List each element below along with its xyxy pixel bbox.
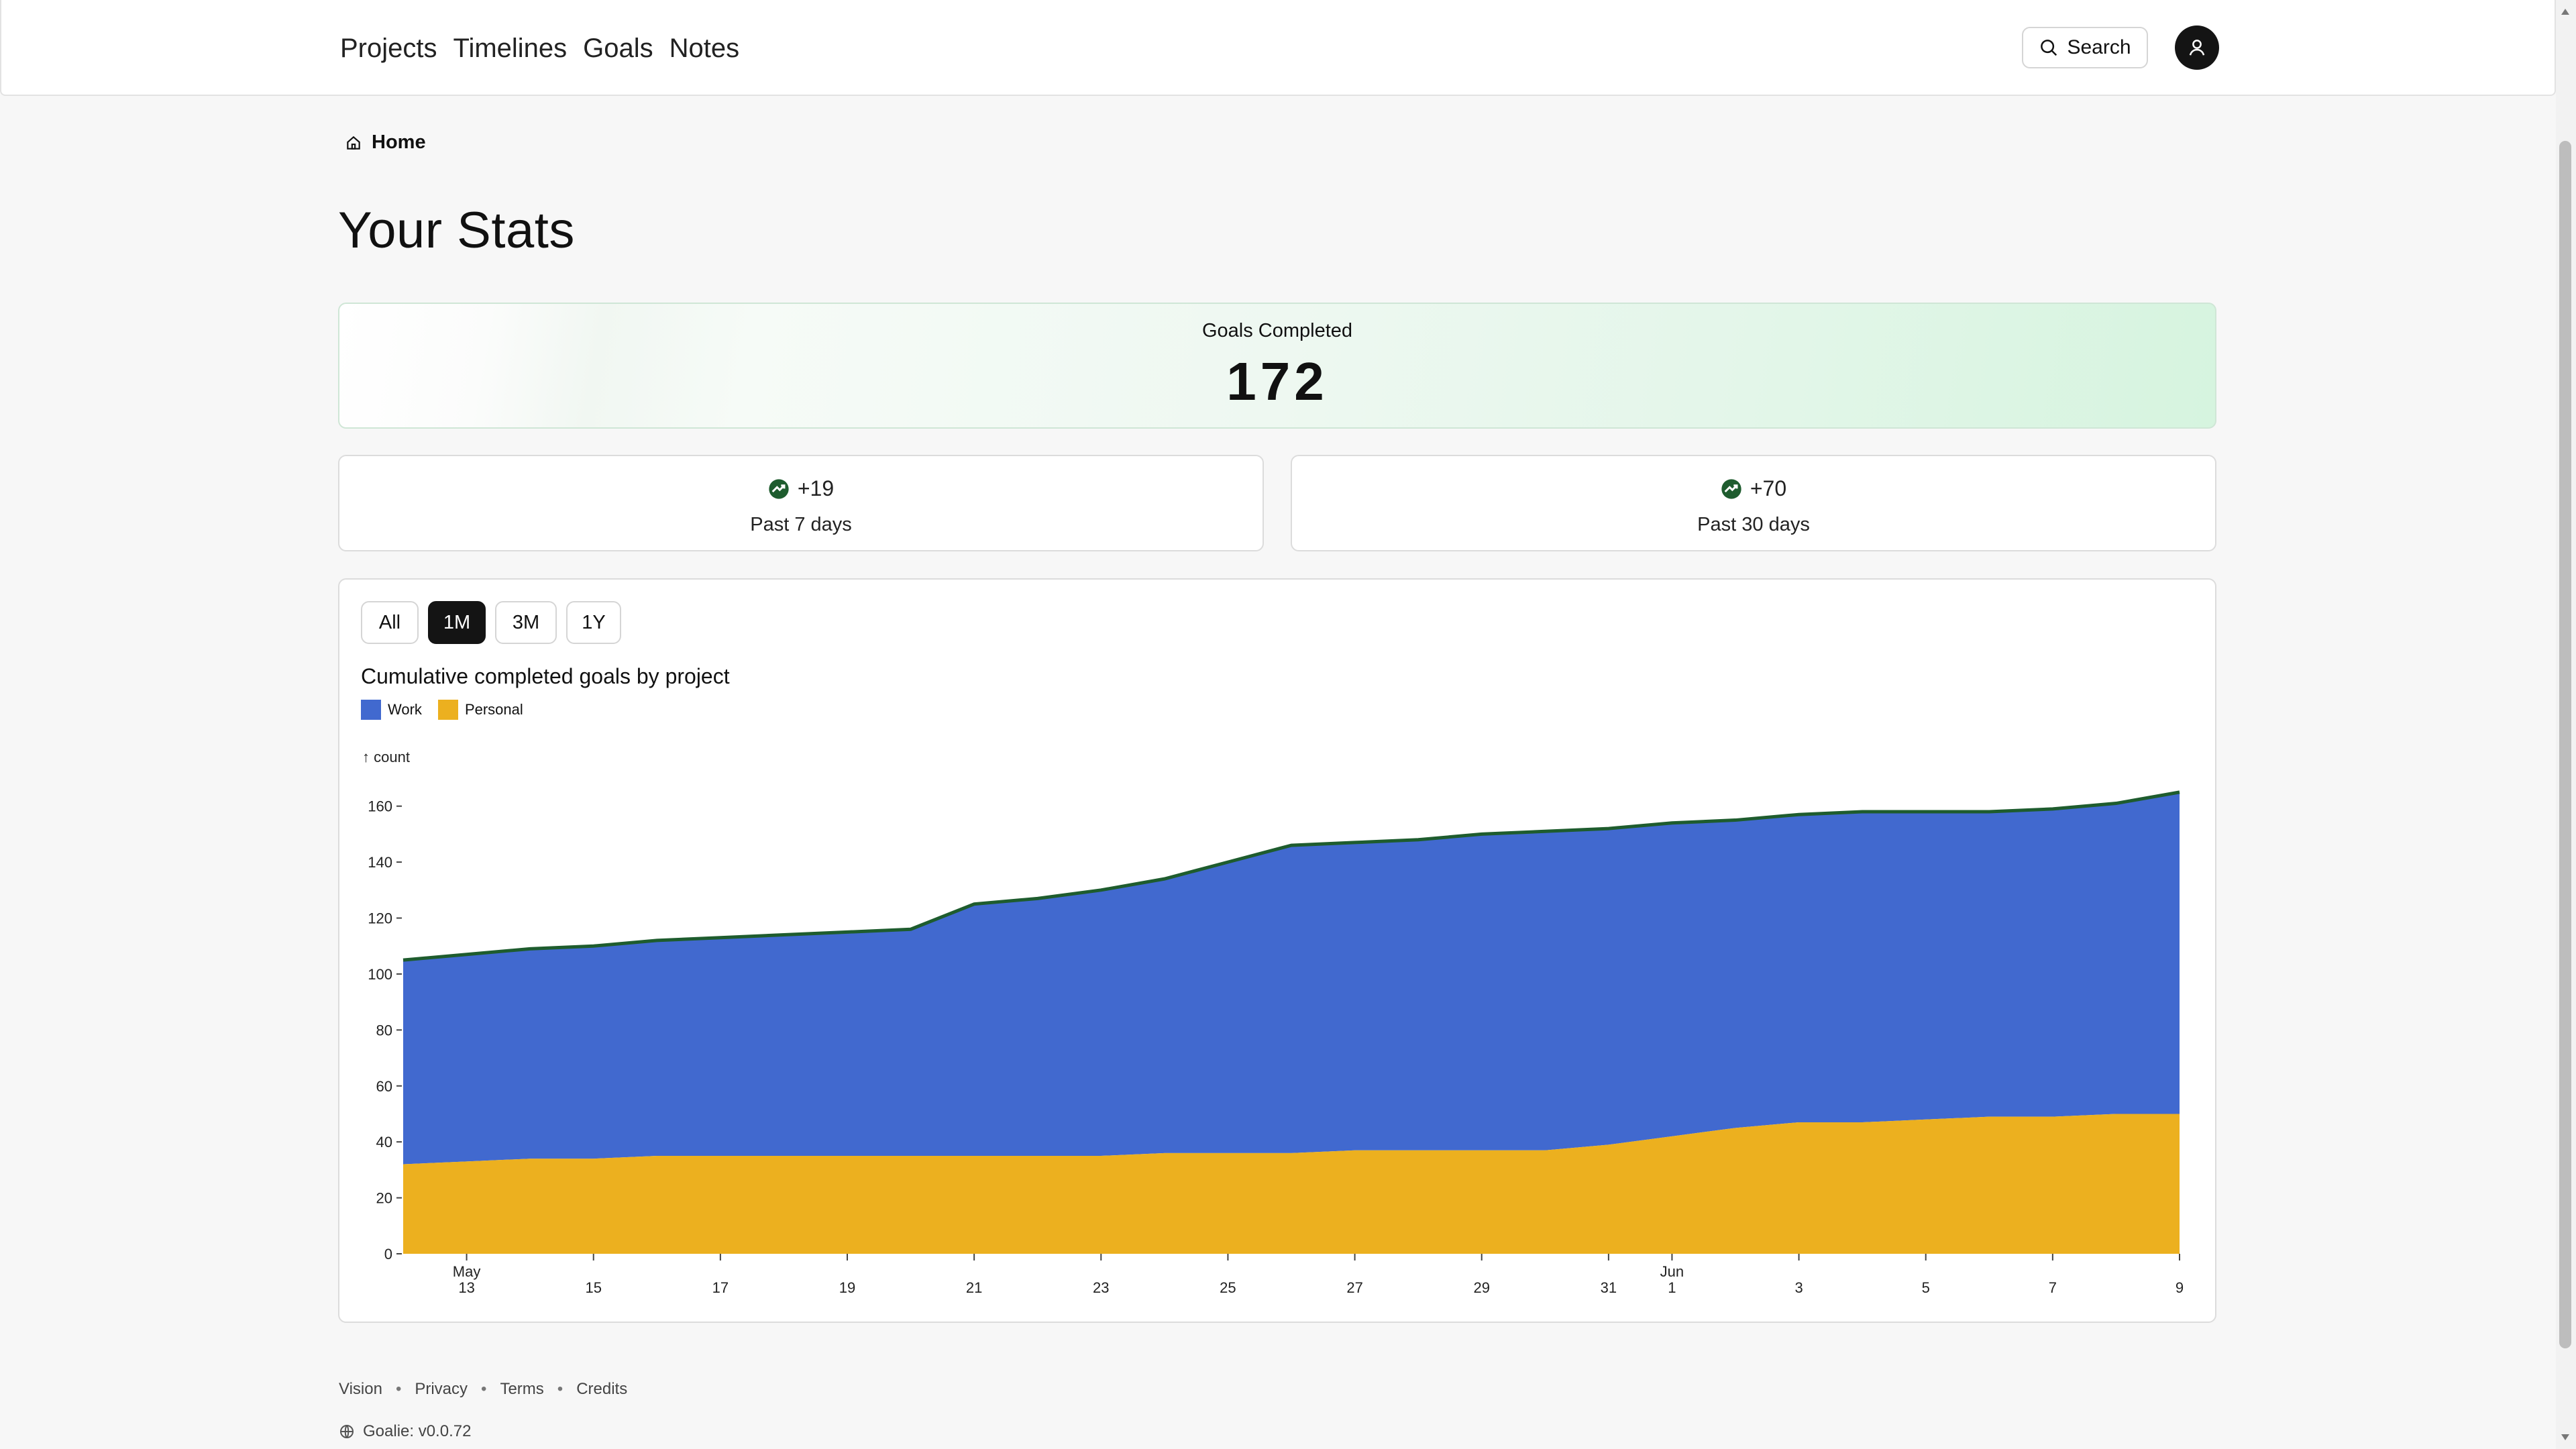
y-tick-label: 0 [384,1246,392,1263]
x-tick-label: 15 [585,1279,601,1296]
legend-item-work: Work [361,700,422,720]
scroll-down-arrow-icon[interactable] [2559,1429,2572,1445]
stat-delta: +19 [797,476,835,500]
legend-swatch-personal [437,700,458,720]
x-tick-label: 13 [458,1279,474,1296]
footer-link-vision[interactable]: Vision [339,1380,382,1398]
legend-label-personal: Personal [464,701,523,718]
range-3m-button[interactable]: 3M [495,601,557,644]
stat-label: Past 30 days [1697,514,1810,535]
range-1m-button[interactable]: 1M [428,601,486,644]
chart-title: Cumulative completed goals by project [361,664,730,688]
x-tick-label: 3 [1794,1279,1803,1296]
breadcrumb: Home [345,131,426,154]
x-tick-label: 23 [1093,1279,1109,1296]
nav-projects[interactable]: Projects [340,34,437,63]
x-tick-label: 31 [1601,1279,1617,1296]
y-axis-label: ↑ count [362,749,410,765]
search-label: Search [2067,36,2131,58]
x-tick-label: 9 [2176,1279,2184,1296]
nav-notes[interactable]: Notes [669,34,740,63]
trend-up-icon [769,478,789,499]
x-tick-label: 17 [712,1279,729,1296]
y-tick-label: 80 [376,1022,392,1038]
user-icon [2189,40,2205,56]
stat-delta: +70 [1750,476,1787,500]
scroll-up-arrow-icon[interactable] [2559,4,2572,20]
x-tick-label: 27 [1346,1279,1362,1296]
nav-timelines[interactable]: Timelines [453,34,568,63]
globe-icon [340,1425,354,1438]
goals-completed-label: Goals Completed [1201,320,1353,341]
x-tick-label: 19 [839,1279,855,1296]
scrollbar-thumb[interactable] [2559,141,2571,1348]
x-tick-label: 29 [1473,1279,1489,1296]
main-nav: Projects Timelines Goals Notes [340,30,739,67]
x-tick-label: 25 [1220,1279,1236,1296]
legend-item-personal: Personal [437,700,523,720]
stat-label: Past 7 days [750,514,852,535]
footer-links: Vision • Privacy • Terms • Credits [339,1380,627,1399]
y-tick-label: 140 [368,854,392,871]
range-1y-button[interactable]: 1Y [566,601,621,644]
search-button[interactable]: Search [2022,27,2148,68]
x-tick-label: 5 [1922,1279,1930,1296]
footer-separator: • [481,1380,487,1398]
footer-link-privacy[interactable]: Privacy [415,1380,468,1398]
footer-link-credits[interactable]: Credits [576,1380,628,1398]
x-tick-label: 1 [1668,1279,1676,1296]
user-avatar-button[interactable] [2175,25,2219,70]
y-tick-label: 60 [376,1078,392,1095]
search-icon [2041,40,2057,56]
goals-completed-card: Goals Completed 172 [338,303,2216,429]
trend-up-icon [1721,478,1741,499]
y-tick-label: 20 [376,1190,392,1207]
breadcrumb-home-link[interactable]: Home [372,131,426,153]
y-tick-label: 100 [368,966,392,983]
y-tick-label: 120 [368,910,392,927]
x-tick-label: 21 [966,1279,982,1296]
footer-separator: • [395,1380,402,1398]
y-tick-label: 160 [368,798,392,815]
version-text: Goalie: v0.0.72 [363,1422,472,1440]
footer-separator: • [557,1380,564,1398]
total-line [402,790,2180,962]
chart-legend: Work Personal [361,700,531,720]
app-version: Goalie: v0.0.72 [339,1422,471,1441]
y-tick-label: 40 [376,1134,392,1150]
stat-card-7-days: +19 Past 7 days [338,455,1264,551]
nav-goals[interactable]: Goals [583,34,653,63]
page-title: Your Stats [338,202,575,259]
range-all-button[interactable]: All [361,601,419,644]
legend-label-work: Work [388,701,422,718]
area-series-personal [403,1114,2180,1254]
home-icon [347,136,360,150]
x-month-label: Jun [1660,1263,1684,1280]
top-navbar: Projects Timelines Goals Notes Search [0,0,2556,96]
footer-link-terms[interactable]: Terms [500,1380,544,1398]
x-tick-label: 7 [2049,1279,2057,1296]
goals-completed-value: 172 [1226,352,1328,411]
stat-card-30-days: +70 Past 30 days [1291,455,2216,551]
legend-swatch-work [361,700,381,720]
x-month-label: May [453,1263,481,1280]
area-series-work [403,792,2180,1165]
